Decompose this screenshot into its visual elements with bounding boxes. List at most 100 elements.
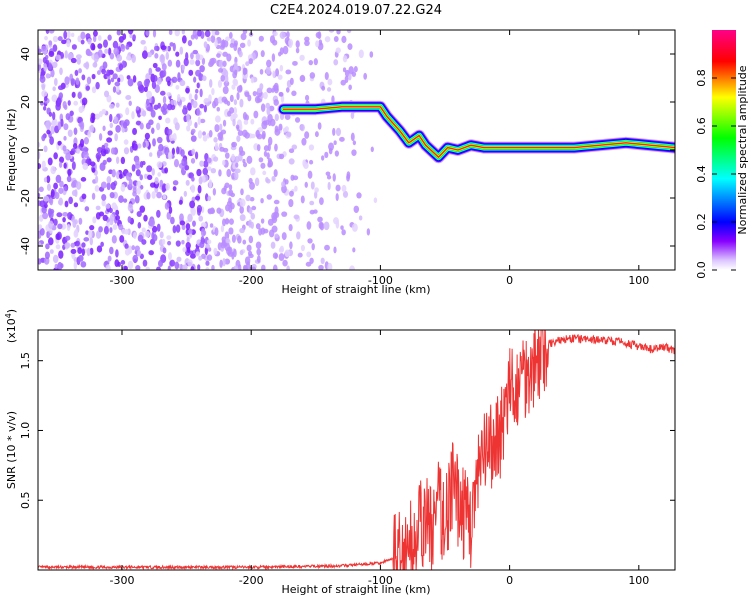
spectrogram-cell: [124, 248, 131, 256]
spectrogram-cell: [143, 86, 148, 93]
spectrogram-cell: [290, 174, 295, 181]
spectrogram-cell: [198, 255, 203, 261]
spectrogram-cell: [73, 230, 79, 238]
spectrogram-cell: [305, 261, 312, 267]
spectrogram-cell: [196, 82, 200, 89]
spectrogram-cell: [220, 241, 226, 249]
spectrogram-cell: [295, 47, 300, 54]
spectrogram-cell: [182, 108, 186, 114]
spectrogram-cell: [84, 206, 90, 212]
spectrogram-cell: [59, 180, 64, 188]
spectrogram-cell: [199, 241, 205, 249]
spectrogram-cell: [265, 66, 271, 75]
spectrogram-cell: [334, 150, 339, 157]
spectrogram-cell: [236, 135, 241, 143]
spectrogram-cell: [152, 75, 158, 82]
spectrogram-cell: [143, 78, 150, 88]
spectrogram-cell: [233, 99, 238, 106]
spectrogram-cell: [137, 222, 142, 229]
spectrogram-cell: [341, 35, 347, 44]
spectrogram-cell: [154, 177, 159, 185]
spectrogram-cell: [161, 185, 166, 193]
spectrogram-cell: [352, 247, 356, 253]
spectrogram-cell: [315, 40, 320, 48]
spectrogram-cell: [208, 179, 213, 189]
spectrogram-cell: [294, 185, 298, 192]
spectrogram-cell: [94, 175, 99, 184]
spectrogram-cell: [145, 98, 150, 107]
spectrogram-cell: [109, 52, 115, 60]
spectrogram-cell: [231, 234, 236, 243]
spectrogram-cell: [356, 192, 362, 199]
spectrogram-cell: [225, 74, 229, 84]
spectrogram-cell: [115, 249, 119, 258]
spectrogram-cell: [183, 57, 189, 67]
spectrogram-cell: [149, 218, 156, 227]
spectrogram-cell: [89, 224, 95, 231]
spectrogram-cell: [191, 148, 196, 156]
spectrogram-cell: [203, 97, 210, 103]
spectrogram-cell: [207, 195, 212, 202]
x-tick-label: 100: [628, 574, 649, 587]
spectrogram-cell: [106, 137, 113, 143]
spectrogram-cell: [166, 235, 172, 241]
spectrogram-cell: [139, 174, 143, 181]
spectrogram-cell: [342, 67, 347, 73]
spectrogram-cell: [309, 72, 316, 79]
spectrogram-cell: [75, 77, 80, 86]
spectrogram-cell: [209, 78, 213, 88]
spectrogram-cell: [256, 248, 262, 256]
spectrogram-cell: [351, 223, 358, 232]
spectrogram-cell: [190, 135, 197, 142]
spectrogram-cell: [172, 186, 177, 192]
spectrogram-cell: [295, 40, 300, 49]
spectrogram-cell: [244, 91, 250, 98]
spectrogram-cell: [190, 206, 194, 215]
spectrogram-cell: [194, 93, 198, 101]
spectrogram-cell: [85, 85, 91, 91]
spectrogram-cell: [66, 223, 71, 232]
spectrogram-cell: [118, 173, 123, 180]
spectrogram-cell: [43, 195, 50, 202]
spectrogram-cell: [369, 51, 374, 58]
spectrogram-cell: [256, 144, 261, 152]
spectrogram-cell: [197, 130, 203, 139]
spectrogram-cell: [205, 260, 210, 266]
spectrogram-cell: [185, 179, 190, 186]
spectrogram-cell: [284, 114, 291, 120]
spectrogram-cell: [243, 119, 249, 125]
spectrogram-cell: [228, 197, 232, 204]
spectrogram-cell: [42, 105, 47, 111]
spectrogram-cell: [156, 223, 161, 232]
spectrogram-cell: [70, 181, 76, 188]
spectrogram-cell: [169, 134, 174, 142]
y-tick-label: 40: [19, 47, 32, 61]
spectrogram-cell: [221, 96, 228, 103]
spectrogram-cell: [237, 235, 242, 244]
snr-xlabel: Height of straight line (km): [281, 583, 430, 596]
spectrogram-cell: [98, 133, 103, 141]
spectrogram-cell: [116, 54, 123, 62]
spectrogram-cell: [71, 189, 77, 197]
spectrogram-cell: [56, 212, 63, 218]
spectrogram-cell: [263, 228, 269, 234]
spectrogram-cell: [167, 252, 172, 261]
spectrogram-cell: [154, 52, 159, 59]
spectrogram-heatmap: [38, 30, 675, 270]
spectrogram-cell: [304, 94, 310, 101]
spectrogram-cell: [156, 161, 163, 169]
spectrogram-cell: [77, 247, 83, 255]
spectrogram-cell: [91, 86, 97, 94]
spectrogram-cell: [211, 87, 215, 96]
colorbar-tick-label: 0.0: [695, 261, 708, 279]
spectrogram-cell: [38, 62, 41, 72]
spectrogram-cell: [213, 247, 218, 255]
spectrogram-cell: [324, 36, 331, 43]
spectrogram-cell: [255, 129, 260, 138]
spectrogram-cell: [164, 167, 169, 174]
spectrogram-cell: [52, 44, 58, 52]
spectrogram-cell: [55, 244, 61, 250]
spectrogram-cell: [333, 59, 339, 66]
colorbar-ticks: 0.0 0.2 0.4 0.6 0.8: [695, 69, 736, 279]
